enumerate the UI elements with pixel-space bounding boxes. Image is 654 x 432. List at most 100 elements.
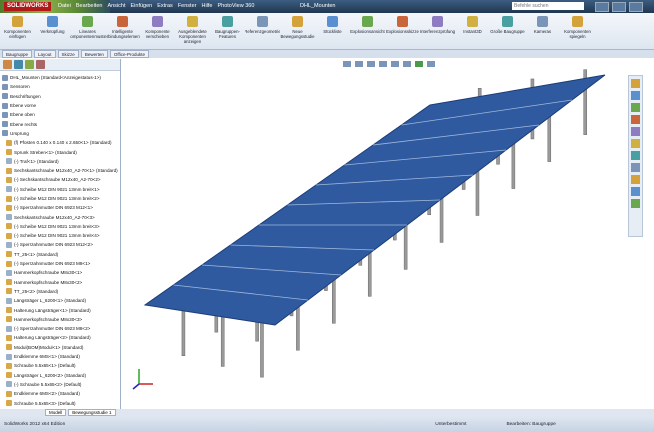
tree-item[interactable]: (-) Schraube 5.5x65<2> (Default) [2,380,120,389]
task-icon[interactable] [631,187,640,196]
toolbar-button[interactable]: Verknüpfung [35,13,70,49]
toolbar-button[interactable]: Kameras [525,13,560,49]
tree-item[interactable]: Längsträger L_6200<1> (Standard) [2,296,120,305]
toolbar-button[interactable]: Große Baugruppe [490,13,525,49]
toolbar-button[interactable]: Lineares Komponentenmuster [70,13,105,49]
tree-label: Endklemme 6MS<2> (Standard) [14,391,80,397]
tree-item[interactable]: DHL_Mounten (Standard<Anzeigestatus-1>) [2,73,120,82]
close[interactable] [629,2,643,12]
tree-item[interactable]: (-) Sperrzahnmutter DIN 6923 M8<2> [2,324,120,333]
view-icon[interactable] [403,61,411,67]
tree-item[interactable]: Hammerkopfschraube M8x30<1> [2,268,120,277]
command-tab[interactable]: Baugruppe [2,50,33,58]
view-icon[interactable] [415,61,423,67]
tree-item[interactable]: Schraube 5.5x65<3> (Default) [2,398,120,407]
tree-item[interactable]: Beschriftungen [2,92,120,101]
task-icon[interactable] [631,115,640,124]
toolbar-button[interactable]: Komponenten spiegeln [560,13,595,49]
tree-item[interactable]: Sprunk Streben<1> (Standard) [2,147,120,156]
toolbar-button[interactable]: Instant3D [455,13,490,49]
command-tab[interactable]: Skizze [57,50,79,58]
tree-icon [6,400,12,407]
minimize[interactable] [595,2,609,12]
tree-item[interactable]: Längsträger L_6200<2> (Standard) [2,371,120,380]
tree-item[interactable]: Ursprung [2,129,120,138]
toolbar-button[interactable]: Stückliste [315,13,350,49]
bottom-tab[interactable]: Modell [45,409,67,416]
menu-item[interactable]: Datei [58,3,71,9]
task-icon[interactable] [631,79,640,88]
view-icon[interactable] [391,61,399,67]
command-tab[interactable]: Layout [34,50,56,58]
tree-item[interactable]: Modul(BOM)Modul<1> (Standard) [2,343,120,352]
menu-item[interactable]: Bearbeiten [75,3,103,9]
tree-item[interactable]: Sechskantschraube M12x40_A2-70<1> (Stand… [2,166,120,175]
menu-item[interactable]: Hilfe [201,3,213,9]
tree-item[interactable]: Endklemme 6MS<2> (Standard) [2,389,120,398]
menu-item[interactable]: Ansicht [107,3,126,9]
task-icon[interactable] [631,139,640,148]
menu-item[interactable]: Fenster [177,3,197,9]
view-icon[interactable] [355,61,363,67]
view-icon[interactable] [343,61,351,67]
tree-item[interactable]: Hammerkopfschraube M8x30<2> [2,278,120,287]
toolbar-button[interactable]: Komponente verschieben [140,13,175,49]
view-icon[interactable] [379,61,387,67]
search-box[interactable]: Befehle suchen [512,2,584,10]
bottom-tab[interactable]: Bewegungsstudie 1 [68,409,116,416]
tree-item[interactable]: (f) Pfosten 0.140 x 0.140 x 2.650<1> (St… [2,138,120,147]
task-icon[interactable] [631,163,640,172]
tree-item[interactable]: Sechskantschraube M12x40_A2-70<3> [2,212,120,221]
tree-item[interactable]: (-) Sperrzahnmutter DIN 6923 M12<1> [2,203,120,212]
maximize[interactable] [612,2,626,12]
tree-item[interactable]: (-) Sechskantschraube M12x40_A2-70<2> [2,175,120,184]
toolbar-button[interactable]: Intelligente Verbindungselemente [105,13,140,49]
tree-item[interactable]: (-) Sperrzahnmutter DIN 6923 M12<2> [2,240,120,249]
tool[interactable] [14,60,23,69]
task-icon[interactable] [631,127,640,136]
view-icon[interactable] [367,61,375,67]
tree-item[interactable]: (-) Scheibe M12 DIN 9021 13mm breit<3> [2,222,120,231]
toolbar-button[interactable]: Interferenzprüfung [420,13,455,49]
tree-item[interactable]: Halterung Längsträger<1> (Standard) [2,305,120,314]
tool[interactable] [25,60,34,69]
tree-item[interactable]: Sensoren [2,82,120,91]
tree-item[interactable]: Schraube 5.5x65<1> (Default) [2,361,120,370]
tool[interactable] [3,60,12,69]
task-icon[interactable] [631,91,640,100]
menu-item[interactable]: Extras [157,3,173,9]
tree-icon [2,130,8,137]
toolbar-button[interactable]: Explosionsansicht [350,13,385,49]
tree-item[interactable]: Hammerkopfschraube M8x30<3> [2,315,120,324]
toolbar-button[interactable]: Neue Bewegungsstudie [280,13,315,49]
command-tab[interactable]: Bewerten [80,50,108,58]
tree-item[interactable]: (-) Traf<1> (Standard) [2,157,120,166]
task-icon[interactable] [631,199,640,208]
menu-item[interactable]: PhotoView 360 [217,3,255,9]
tree-item[interactable]: TT_25<1> (Standard) [2,250,120,259]
toolbar-button[interactable]: Baugruppen-Features [210,13,245,49]
tree-item[interactable]: (-) Scheibe M12 DIN 9021 13mm breit<2> [2,194,120,203]
tree-icon [6,372,12,379]
toolbar-button[interactable]: Referenzgeometrie [245,13,280,49]
tree-item[interactable]: (-) Sperrzahnmutter DIN 6923 M8<1> [2,259,120,268]
command-tab[interactable]: Office-Produkte [109,50,150,58]
tree-item[interactable]: Endklemme 6MS<1> (Standard) [2,352,120,361]
tool[interactable] [36,60,45,69]
toolbar-button[interactable]: Ausgeblendete Komponenten anzeigen [175,13,210,49]
menu-item[interactable]: Einfügen [130,3,153,9]
view-icon[interactable] [427,61,435,67]
toolbar-button[interactable]: Komponenten einfügen [0,13,35,49]
tree-item[interactable]: Ebene oben [2,110,120,119]
task-icon[interactable] [631,175,640,184]
tree-item[interactable]: Halterung Längsträger<2> (Standard) [2,333,120,342]
task-icon[interactable] [631,151,640,160]
task-icon[interactable] [631,103,640,112]
tree-item[interactable]: (-) Scheibe M12 DIN 9021 13mm breit<4> [2,231,120,240]
tree-item[interactable]: (-) Scheibe M12 DIN 9021 13mm breit<1> [2,185,120,194]
tree-item[interactable]: TT_25<2> (Standard) [2,287,120,296]
tree-item[interactable]: Ebene vorne [2,101,120,110]
app-logo[interactable]: SOLIDWORKS [4,2,52,11]
toolbar-button[interactable]: Explosionsskizze [385,13,420,49]
tree-item[interactable]: Ebene rechts [2,119,120,128]
